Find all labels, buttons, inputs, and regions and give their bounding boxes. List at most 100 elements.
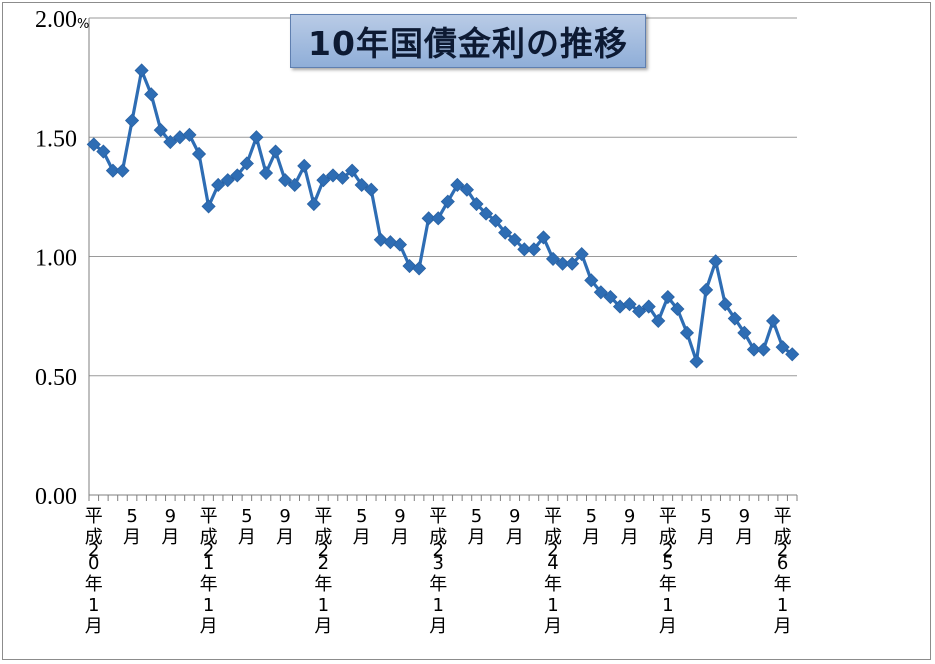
data-point-marker [555,256,570,271]
chart-title: 10年国債金利の推移 [308,24,628,63]
data-point-marker [507,232,522,247]
data-point-marker [632,304,647,319]
data-point-marker [134,63,149,78]
data-point-marker [211,177,226,193]
data-point-marker [574,247,589,262]
data-point-marker [230,168,245,183]
data-point-marker [354,177,369,193]
data-point-marker [536,230,551,245]
data-point-marker [268,144,283,159]
x-tick-label: 平成 2 2 年 1 月 [314,506,332,637]
data-point-marker [727,311,742,326]
data-point-marker [459,182,474,197]
data-point-marker [383,235,398,250]
data-point-marker [345,163,360,178]
data-point-marker [412,261,427,276]
x-tick-label: 平成 2 4 年 1 月 [544,506,562,637]
data-point-marker [220,173,235,188]
x-tick-label: 平成 2 0 年 1 月 [85,506,103,637]
data-point-marker [689,354,704,369]
data-point-marker [756,342,771,357]
data-point-marker [775,340,790,355]
data-point-marker [402,258,417,274]
data-point-marker [297,158,312,173]
data-point-marker [545,251,561,266]
x-tick-label: 平成 2 1 年 1 月 [200,506,218,637]
data-point-marker [335,170,350,185]
data-point-marker [163,134,178,150]
data-point-marker [278,173,293,188]
data-point-marker [593,285,608,300]
series-line [92,68,794,363]
data-point-marker [469,196,484,212]
y-tick-label: 2.00 [35,7,77,33]
axes [88,18,798,501]
data-point-marker [392,237,408,252]
y-tick-label: 0.50 [35,365,77,391]
data-point-marker [115,163,130,178]
data-point-marker [679,325,695,340]
y-tick-labels: 0.00 0.50 1.00 1.50 2.00 [35,7,77,510]
y-tick-label: 1.50 [35,126,77,152]
x-tick-labels: 平成 2 0 年 1 月 5 月 9 月 平成 2 1 年 1 月 5 月 9 月 平成 2 2 年 1 月 5 月 9 月 平成 2 3 年 1 月… [85,506,792,637]
data-point-marker [478,206,494,221]
data-point-marker [249,130,264,145]
data-point-marker [670,301,685,317]
data-point-marker [785,347,800,362]
data-point-marker [517,242,532,257]
data-point-marker [306,196,321,212]
data-point-marker [488,213,503,228]
data-point-marker [660,289,675,305]
data-point-marker [124,113,140,128]
data-point-marker [498,225,513,240]
data-point-marker [239,156,254,171]
x-tick-label: 平成 2 5 年 1 月 [659,506,677,637]
y-tick-label: 1.00 [35,246,77,272]
x-tick-label: 平成 2 3 年 1 月 [429,506,447,637]
data-point-marker [737,325,752,340]
data-point-marker [766,313,781,328]
data-point-marker [373,232,388,247]
chart-title-box: 10年国債金利の推移 [290,14,646,68]
data-point-marker [718,297,733,312]
data-point-marker [258,165,274,181]
data-point-marker [325,168,341,183]
data-point-marker [450,177,465,193]
data-point-marker [316,173,331,188]
gridlines [89,17,797,377]
data-point-marker [287,177,302,193]
data-point-marker [699,282,714,297]
data-point-marker [565,256,580,271]
data-point-marker [201,199,216,214]
data-point-marker [603,289,618,305]
y-unit-label: % [77,17,89,32]
data-point-marker [431,211,446,226]
data-point-marker [584,273,599,288]
y-tick-label: 0.00 [35,484,77,510]
data-point-marker [526,242,541,257]
data-point-marker [105,163,120,178]
data-point-marker [96,144,111,159]
data-point-marker [86,137,101,152]
data-point-marker [708,254,723,269]
data-point-marker [746,342,762,357]
data-point-marker [191,146,207,162]
data-point-marker [622,297,637,312]
data-point-marker [144,87,159,102]
data-point-marker [651,313,666,328]
data-point-marker [641,299,656,314]
data-point-marker [440,194,455,209]
series-interest-rate [86,63,800,369]
